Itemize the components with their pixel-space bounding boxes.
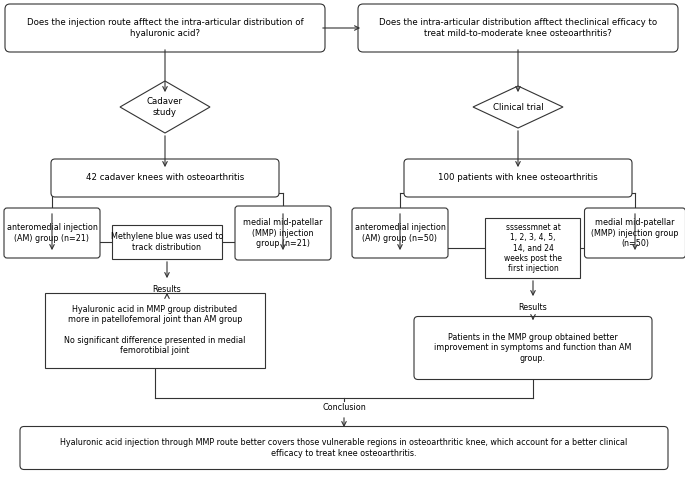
Bar [486,218,580,278]
Text: Clinical trial: Clinical trial [493,103,543,111]
Bar [112,225,222,259]
Text: sssessmnet at
1, 2, 3, 4, 5,
14, and 24
weeks post the
first injection: sssessmnet at 1, 2, 3, 4, 5, 14, and 24 … [504,223,562,273]
Text: Methylene blue was used to
track distribution: Methylene blue was used to track distrib… [111,232,223,252]
Text: medial mid-patellar
(MMP) injection group
(n=50): medial mid-patellar (MMP) injection grou… [591,218,679,248]
Text: Conclusion: Conclusion [322,403,366,413]
Text: 42 cadaver knees with osteoarthritis: 42 cadaver knees with osteoarthritis [86,174,244,183]
FancyBboxPatch shape [414,317,652,379]
Text: Does the intra-articular distribution afftect theclinical efficacy to
treat mild: Does the intra-articular distribution af… [379,18,657,38]
Text: anteromedial injection
(AM) group (n=50): anteromedial injection (AM) group (n=50) [355,223,445,243]
FancyBboxPatch shape [20,427,668,469]
Text: 100 patients with knee osteoarthritis: 100 patients with knee osteoarthritis [438,174,598,183]
Text: anteromedial injection
(AM) group (n=21): anteromedial injection (AM) group (n=21) [7,223,97,243]
FancyBboxPatch shape [584,208,685,258]
Bar [45,293,265,367]
FancyBboxPatch shape [51,159,279,197]
FancyBboxPatch shape [358,4,678,52]
FancyBboxPatch shape [404,159,632,197]
FancyBboxPatch shape [235,206,331,260]
Text: medial mid-patellar
(MMP) injection
group (n=21): medial mid-patellar (MMP) injection grou… [243,218,323,248]
FancyBboxPatch shape [352,208,448,258]
Text: Results: Results [519,303,547,311]
Text: Cadaver
study: Cadaver study [147,97,183,117]
Text: Results: Results [153,284,182,294]
Text: Hyaluronic acid injection through MMP route better covers those vulnerable regio: Hyaluronic acid injection through MMP ro… [60,438,627,458]
FancyBboxPatch shape [4,208,100,258]
FancyBboxPatch shape [5,4,325,52]
Text: Does the injection route afftect the intra-articular distribution of
hyaluronic : Does the injection route afftect the int… [27,18,303,38]
Text: Hyaluronic acid in MMP group distributed
more in patellofemoral joint than AM gr: Hyaluronic acid in MMP group distributed… [64,305,246,355]
Polygon shape [473,86,563,128]
Polygon shape [120,81,210,133]
Text: Patients in the MMP group obtained better
improvement in symptoms and function t: Patients in the MMP group obtained bette… [434,333,632,363]
